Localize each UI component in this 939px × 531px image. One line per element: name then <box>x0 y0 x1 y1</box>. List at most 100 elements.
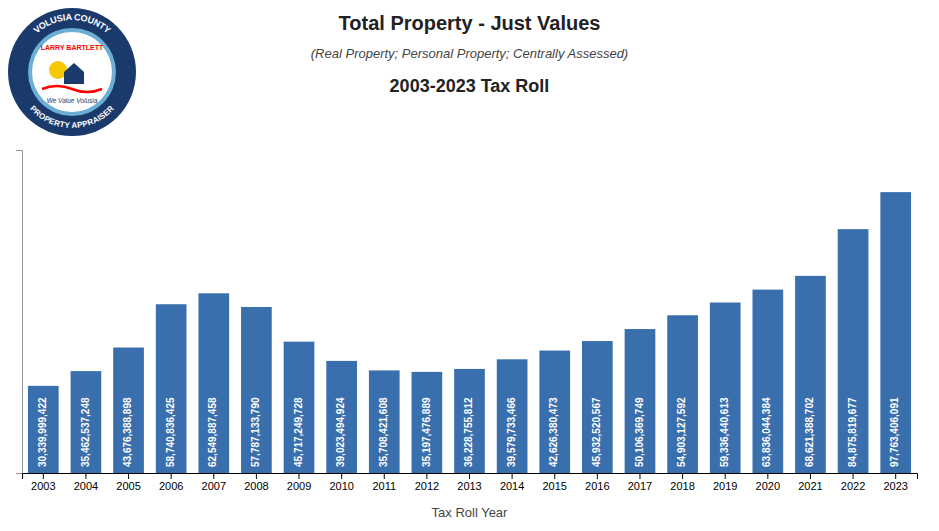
logo-text: VOLUSIA COUNTY <box>32 12 112 35</box>
x-tick: 2019 <box>713 473 737 492</box>
x-tick: 2003 <box>31 473 55 492</box>
x-tick-label: 2023 <box>883 480 907 492</box>
x-axis-label: Tax Roll Year <box>432 505 509 520</box>
bar <box>412 372 443 473</box>
data-label: 50,106,369,749 <box>634 397 645 467</box>
data-label: 84,875,819,677 <box>847 397 858 467</box>
bar <box>795 276 826 473</box>
x-tick-label: 2020 <box>756 480 780 492</box>
x-tick-mark <box>597 473 598 479</box>
data-label: 58,740,836,425 <box>165 397 176 467</box>
x-tick-label: 2003 <box>31 480 55 492</box>
x-tick: 2015 <box>542 473 566 492</box>
x-tick-label: 2016 <box>585 480 609 492</box>
x-axis-line <box>23 474 918 480</box>
x-tick-mark <box>256 473 257 479</box>
x-tick-mark <box>895 473 896 479</box>
bar <box>326 361 357 473</box>
x-tick: 2008 <box>244 473 268 492</box>
x-tick: 2017 <box>628 473 652 492</box>
bar <box>625 329 656 473</box>
bar <box>582 341 613 473</box>
x-tick-mark <box>43 473 44 479</box>
subtitle: (Real Property; Personal Property; Centr… <box>311 46 628 61</box>
x-tick: 2018 <box>670 473 694 492</box>
x-tick: 2010 <box>329 473 353 492</box>
logo-text: We Value Volusia <box>47 97 98 104</box>
x-tick-label: 2019 <box>713 480 737 492</box>
x-tick-label: 2005 <box>116 480 140 492</box>
x-tick-label: 2017 <box>628 480 652 492</box>
data-label: 97,763,406,091 <box>889 397 900 467</box>
x-tick-mark <box>469 473 470 479</box>
data-label: 63,836,044,384 <box>761 397 772 467</box>
data-label: 39,579,733,466 <box>506 397 517 467</box>
x-tick: 2004 <box>74 473 98 492</box>
logo-wave <box>42 86 102 92</box>
bar <box>454 369 485 473</box>
data-label: 54,903,127,592 <box>676 397 687 467</box>
x-tick-label: 2022 <box>841 480 865 492</box>
x-tick-mark <box>853 473 854 479</box>
x-tick-mark <box>512 473 513 479</box>
x-tick-mark <box>171 473 172 479</box>
x-tick-mark <box>213 473 214 479</box>
x-tick-mark <box>639 473 640 479</box>
x-tick: 2016 <box>585 473 609 492</box>
data-label: 68,621,388,702 <box>804 397 815 467</box>
x-tick: 2011 <box>372 473 396 492</box>
y-axis <box>16 151 23 474</box>
x-tick-label: 2014 <box>500 480 524 492</box>
x-tick-label: 2015 <box>542 480 566 492</box>
data-label: 43,676,388,898 <box>122 397 133 467</box>
chart: Total Property - Just Values(Real Proper… <box>0 0 939 531</box>
x-tick-mark <box>299 473 300 479</box>
bars <box>28 192 911 473</box>
plot: 2003 2004 2005 2006 2007 2008 2009 2010 2011 2012… <box>16 151 918 492</box>
logo-ring <box>28 28 116 116</box>
bar <box>539 351 570 473</box>
bar <box>667 315 698 473</box>
bar <box>71 371 102 473</box>
x-tick-label: 2018 <box>670 480 694 492</box>
x-tick-label: 2008 <box>244 480 268 492</box>
x-tick-label: 2011 <box>372 480 396 492</box>
x-tick: 2022 <box>841 473 865 492</box>
data-label: 35,708,421,608 <box>378 397 389 467</box>
x-tick-label: 2006 <box>159 480 183 492</box>
x-tick-label: 2012 <box>415 480 439 492</box>
bar <box>369 370 400 473</box>
bar <box>497 359 528 473</box>
bar <box>241 307 272 473</box>
data-label: 45,717,249,728 <box>293 397 304 467</box>
data-label: 62,549,887,458 <box>207 397 218 467</box>
data-label: 35,462,537,248 <box>80 397 91 467</box>
logo-text: LARRY BARTLETT <box>41 44 104 51</box>
logo-text: PROPERTY APPRAISER <box>28 104 116 130</box>
x-tick-mark <box>810 473 811 479</box>
x-tick: 2007 <box>202 473 226 492</box>
x-tick-mark <box>767 473 768 479</box>
data-label: 59,336,440,613 <box>719 397 730 467</box>
x-tick: 2009 <box>287 473 311 492</box>
x-axis: 2003 2004 2005 2006 2007 2008 2009 2010 2011 2012… <box>23 473 918 492</box>
x-tick-mark <box>426 473 427 479</box>
bar <box>880 192 911 473</box>
data-label: 45,932,520,567 <box>591 397 602 467</box>
title-line: 2003-2023 Tax Roll <box>390 76 550 96</box>
x-tick-mark <box>682 473 683 479</box>
logo-inner <box>32 32 112 112</box>
logo-house <box>64 63 84 84</box>
data-labels: 30,339,999,42235,462,537,24843,676,388,8… <box>37 397 900 467</box>
bar <box>113 348 144 473</box>
bar <box>156 304 187 473</box>
x-tick-label: 2013 <box>457 480 481 492</box>
data-label: 57,787,133,790 <box>250 397 261 467</box>
x-tick-mark <box>725 473 726 479</box>
bar <box>28 386 59 473</box>
data-label: 36,228,755,812 <box>463 397 474 467</box>
x-tick: 2012 <box>415 473 439 492</box>
logo-outer <box>8 8 136 136</box>
x-tick-label: 2010 <box>329 480 353 492</box>
data-label: 35,197,476,889 <box>421 397 432 467</box>
